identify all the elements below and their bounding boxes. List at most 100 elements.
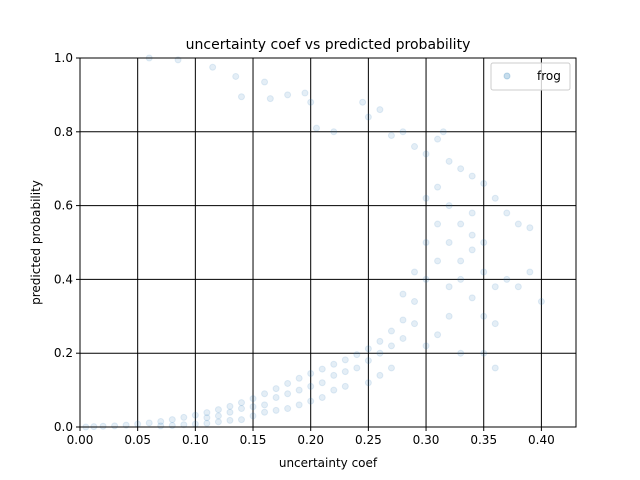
scatter-point xyxy=(439,128,447,136)
scatter-point xyxy=(214,412,222,420)
scatter-point xyxy=(249,403,257,411)
scatter-point xyxy=(249,395,257,403)
scatter-point xyxy=(157,422,165,430)
scatter-point xyxy=(237,416,245,424)
scatter-point xyxy=(399,334,407,342)
scatter-point xyxy=(445,157,453,165)
scatter-point xyxy=(341,368,349,376)
scatter-point xyxy=(214,418,222,426)
scatter-point xyxy=(514,283,522,291)
scatter-point xyxy=(168,422,176,430)
scatter-point xyxy=(387,131,395,139)
scatter-point xyxy=(445,312,453,320)
scatter-point xyxy=(434,183,442,191)
grid xyxy=(79,57,576,428)
scatter-point xyxy=(411,320,419,328)
scatter-point xyxy=(526,268,534,276)
scatter-point xyxy=(180,421,188,429)
scatter-point xyxy=(226,408,234,416)
scatter-point xyxy=(237,399,245,407)
scatter-point xyxy=(376,371,384,379)
scatter-point xyxy=(387,364,395,372)
scatter-point xyxy=(434,331,442,339)
scatter-point xyxy=(422,342,430,350)
scatter-point xyxy=(266,95,274,103)
y-tick-label-1: 0.2 xyxy=(54,346,73,360)
x-tick-label-2: 0.10 xyxy=(182,433,209,447)
scatter-point xyxy=(445,202,453,210)
scatter-point xyxy=(491,364,499,372)
scatter-point xyxy=(226,416,234,424)
scatter-point xyxy=(491,320,499,328)
scatter-point xyxy=(203,419,211,427)
scatter-point xyxy=(330,371,338,379)
scatter-point xyxy=(468,294,476,302)
scatter-point xyxy=(249,412,257,420)
scatter-point xyxy=(364,357,372,365)
scatter-point xyxy=(445,283,453,291)
scatter-point xyxy=(272,406,280,414)
x-tick-label-3: 0.15 xyxy=(240,433,267,447)
scatter-point xyxy=(491,283,499,291)
scatter-point xyxy=(468,231,476,239)
scatter-point xyxy=(514,220,522,228)
scatter-point xyxy=(307,369,315,377)
scatter-point xyxy=(134,420,142,428)
scatter-point xyxy=(261,401,269,409)
scatter-point xyxy=(411,298,419,306)
scatter-point xyxy=(312,124,320,132)
scatter-point xyxy=(203,414,211,422)
x-tick-label-1: 0.05 xyxy=(124,433,151,447)
scatter-point xyxy=(318,393,326,401)
scatter-point xyxy=(261,78,269,86)
scatter-point xyxy=(295,401,303,409)
scatter-point xyxy=(457,257,465,265)
scatter-point xyxy=(434,257,442,265)
scatter-point xyxy=(295,374,303,382)
scatter-point xyxy=(468,246,476,254)
scatter-point xyxy=(330,360,338,368)
scatter-point xyxy=(457,349,465,357)
y-tick-label-0: 0.0 xyxy=(54,420,73,434)
scatter-point xyxy=(145,419,153,427)
x-tick-label-0: 0.00 xyxy=(67,433,94,447)
legend-label-frog: frog xyxy=(537,69,561,83)
scatter-point xyxy=(330,386,338,394)
x-tick-label-4: 0.20 xyxy=(297,433,324,447)
scatter-point xyxy=(341,356,349,364)
scatter-point xyxy=(364,345,372,353)
scatter-point xyxy=(284,379,292,387)
scatter-point xyxy=(457,165,465,173)
scatter-point xyxy=(330,128,338,136)
scatter-point xyxy=(526,224,534,232)
scatter-point xyxy=(191,411,199,419)
scatter-point xyxy=(480,268,488,276)
scatter-point xyxy=(434,220,442,228)
scatter-point xyxy=(399,290,407,298)
scatter-point xyxy=(284,405,292,413)
legend: frog xyxy=(490,62,571,91)
scatter-point xyxy=(261,390,269,398)
x-tick-label-6: 0.30 xyxy=(413,433,440,447)
scatter-point xyxy=(411,143,419,151)
scatter-point xyxy=(232,72,240,80)
plot-area-frame xyxy=(79,57,577,428)
scatter-point xyxy=(307,382,315,390)
scatter-point xyxy=(226,402,234,410)
scatter-point xyxy=(341,382,349,390)
scatter-point xyxy=(411,268,419,276)
scatter-point xyxy=(261,408,269,416)
scatter-point xyxy=(307,98,315,106)
scatter-point xyxy=(422,150,430,158)
scatter-point xyxy=(376,349,384,357)
x-tick-label-5: 0.25 xyxy=(355,433,382,447)
x-tick-label-7: 0.35 xyxy=(470,433,497,447)
scatter-point xyxy=(272,393,280,401)
y-tick-label-4: 0.8 xyxy=(54,125,73,139)
scatter-point xyxy=(445,239,453,246)
scatter-point xyxy=(295,386,303,394)
scatter-point xyxy=(272,385,280,393)
scatter-point xyxy=(503,209,511,217)
scatter-point xyxy=(99,422,107,430)
